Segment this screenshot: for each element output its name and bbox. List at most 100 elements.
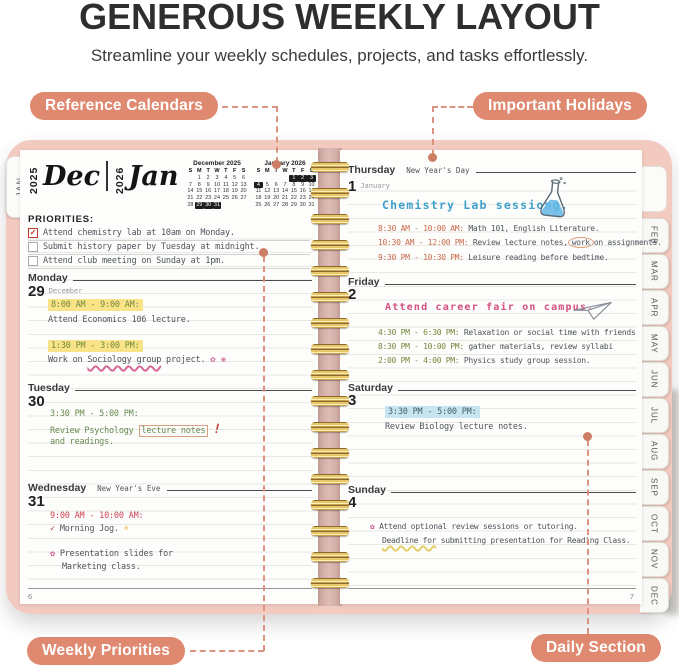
priority-item: Attend club meeting on Sunday at 1pm. bbox=[28, 254, 310, 269]
tab-nov[interactable]: NOV bbox=[640, 542, 669, 577]
day-name: Tuesday bbox=[28, 382, 70, 394]
tab-label: JUL bbox=[649, 406, 659, 425]
calendar-day: 16 bbox=[299, 188, 306, 195]
calendar-day bbox=[186, 175, 195, 182]
spiral-ring bbox=[311, 422, 349, 432]
page-number: 7 bbox=[629, 592, 634, 601]
tab-feb[interactable]: FEB bbox=[640, 218, 669, 253]
checkbox-empty[interactable] bbox=[28, 242, 38, 252]
entry-time: 1:30 PM - 3:00 PM: bbox=[48, 340, 143, 352]
calendar-day bbox=[239, 202, 248, 209]
calendar-day: 23 bbox=[205, 195, 212, 202]
calendar-day: 24 bbox=[213, 195, 221, 202]
calendar-day: 2 bbox=[206, 174, 210, 181]
tab-dec[interactable]: DEC bbox=[640, 578, 669, 613]
connector-important-holidays bbox=[432, 106, 434, 156]
mini-calendar-december: December 2025 S M T W T F S 1 2 3 4 5 6 7 8 9 10 11 12 13 14… bbox=[186, 160, 248, 209]
day-header-saturday: Saturday bbox=[348, 382, 636, 394]
calendar-day: 30 bbox=[203, 201, 213, 209]
checkbox-checked[interactable]: ✓ bbox=[28, 228, 38, 238]
calendar-day: 26 bbox=[231, 195, 238, 202]
flower-doodle-icon: ✿ ❀ bbox=[210, 355, 226, 365]
day-name: Thursday bbox=[348, 164, 396, 176]
holiday-label: New Year's Day bbox=[406, 166, 470, 175]
calendar-day: 31 bbox=[308, 201, 315, 208]
date-number: 3 bbox=[348, 392, 357, 409]
calendar-dow: M bbox=[264, 168, 270, 174]
spiral-ring bbox=[311, 214, 349, 224]
checkbox-empty[interactable] bbox=[28, 256, 38, 266]
connector-weekly-priorities bbox=[263, 256, 265, 651]
calendar-day: 5 bbox=[233, 174, 237, 181]
calendar-day: 5 bbox=[265, 181, 269, 188]
tab-aug[interactable]: AUG bbox=[640, 434, 669, 469]
day-date: 1 January bbox=[348, 178, 390, 195]
day-name: Wednesday bbox=[28, 482, 87, 494]
calendar-dow: T bbox=[292, 168, 296, 174]
priority-item: Submit history paper by Tuesday at midni… bbox=[28, 240, 310, 255]
tab-sep[interactable]: SEP bbox=[640, 470, 669, 505]
calendar-dow: F bbox=[233, 168, 237, 174]
date-number: 30 bbox=[28, 393, 45, 410]
spiral-ring bbox=[311, 578, 349, 588]
page-number: 6 bbox=[28, 592, 33, 601]
year-right: 2026 bbox=[113, 166, 126, 194]
tab-jul[interactable]: JUL bbox=[640, 398, 669, 433]
tab-apr[interactable]: APR bbox=[640, 290, 669, 325]
entry-headline: Chemistry Lab sessiong. bbox=[382, 198, 569, 212]
spiral-ring bbox=[311, 266, 349, 276]
day-name: Monday bbox=[28, 272, 68, 284]
calendar-dow: S bbox=[241, 168, 246, 174]
spiral-ring bbox=[311, 396, 349, 406]
yellow-squiggle-underline: Deadline for bbox=[382, 536, 437, 545]
calendar-day: 18 bbox=[222, 188, 229, 195]
calendar-day: 27 bbox=[273, 201, 280, 208]
holiday-label: New Year's Eve bbox=[97, 484, 161, 493]
date-number: 2 bbox=[348, 286, 357, 303]
calendar-dow: F bbox=[301, 168, 305, 174]
spiral-ring bbox=[311, 318, 349, 328]
calendar-day: 16 bbox=[205, 188, 212, 195]
calendar-day: 15 bbox=[290, 188, 297, 195]
flower-doodle-icon: ✿ bbox=[370, 522, 375, 531]
day-header-friday: Friday bbox=[348, 276, 636, 288]
day-date: 3 bbox=[348, 392, 356, 409]
calendar-day bbox=[263, 175, 272, 182]
calendar-day: 13 bbox=[240, 181, 247, 188]
entry-time: 3:30 PM - 5:00 PM: bbox=[50, 409, 139, 419]
calendar-day: 26 bbox=[264, 201, 271, 208]
calendar-day: 3 bbox=[307, 174, 316, 182]
entry-note: Review Biology lecture notes. bbox=[385, 422, 528, 432]
tab-may[interactable]: MAY bbox=[640, 326, 669, 361]
calendar-day: 18 bbox=[255, 195, 262, 202]
calendar-day: 14 bbox=[187, 188, 194, 195]
tab-label: APR bbox=[649, 297, 659, 318]
tab-jun[interactable]: JUN bbox=[640, 362, 669, 397]
callout-important-holidays: Important Holidays bbox=[473, 92, 647, 120]
entry-note: Marketing class. bbox=[62, 562, 141, 572]
day-name: Friday bbox=[348, 276, 380, 288]
calendar-day: 6 bbox=[274, 181, 278, 188]
calendar-day: 22 bbox=[196, 195, 203, 202]
calendar-title: January 2026 bbox=[264, 160, 306, 167]
calendar-day: 23 bbox=[299, 195, 306, 202]
calendar-day: 13 bbox=[273, 188, 280, 195]
tab-oct[interactable]: OCT bbox=[640, 506, 669, 541]
connector-dot bbox=[428, 153, 437, 162]
callout-reference-calendars: Reference Calendars bbox=[30, 92, 219, 120]
calendar-day: 21 bbox=[187, 195, 194, 202]
entry-row: 9:30 PM - 10:30 PM: Leisure reading befo… bbox=[378, 253, 609, 262]
page-subtitle: Streamline your weekly schedules, projec… bbox=[90, 46, 589, 65]
entry-note: ✿ Presentation slides for bbox=[50, 549, 173, 559]
tab-label: AUG bbox=[649, 441, 659, 462]
page-title: GENEROUS WEEKLY LAYOUT bbox=[79, 0, 600, 37]
connector-important-holidays bbox=[432, 106, 473, 108]
tab-mar[interactable]: MAR bbox=[640, 254, 669, 289]
connector-reference-calendars bbox=[276, 106, 278, 163]
calendar-grid: SMTWTFS123456789101112131415161718192021… bbox=[254, 168, 316, 209]
date-number: 29 bbox=[28, 283, 45, 300]
date-number: 4 bbox=[348, 494, 357, 511]
date-number: 1 bbox=[348, 178, 357, 195]
calendar-dow: M bbox=[196, 168, 202, 174]
